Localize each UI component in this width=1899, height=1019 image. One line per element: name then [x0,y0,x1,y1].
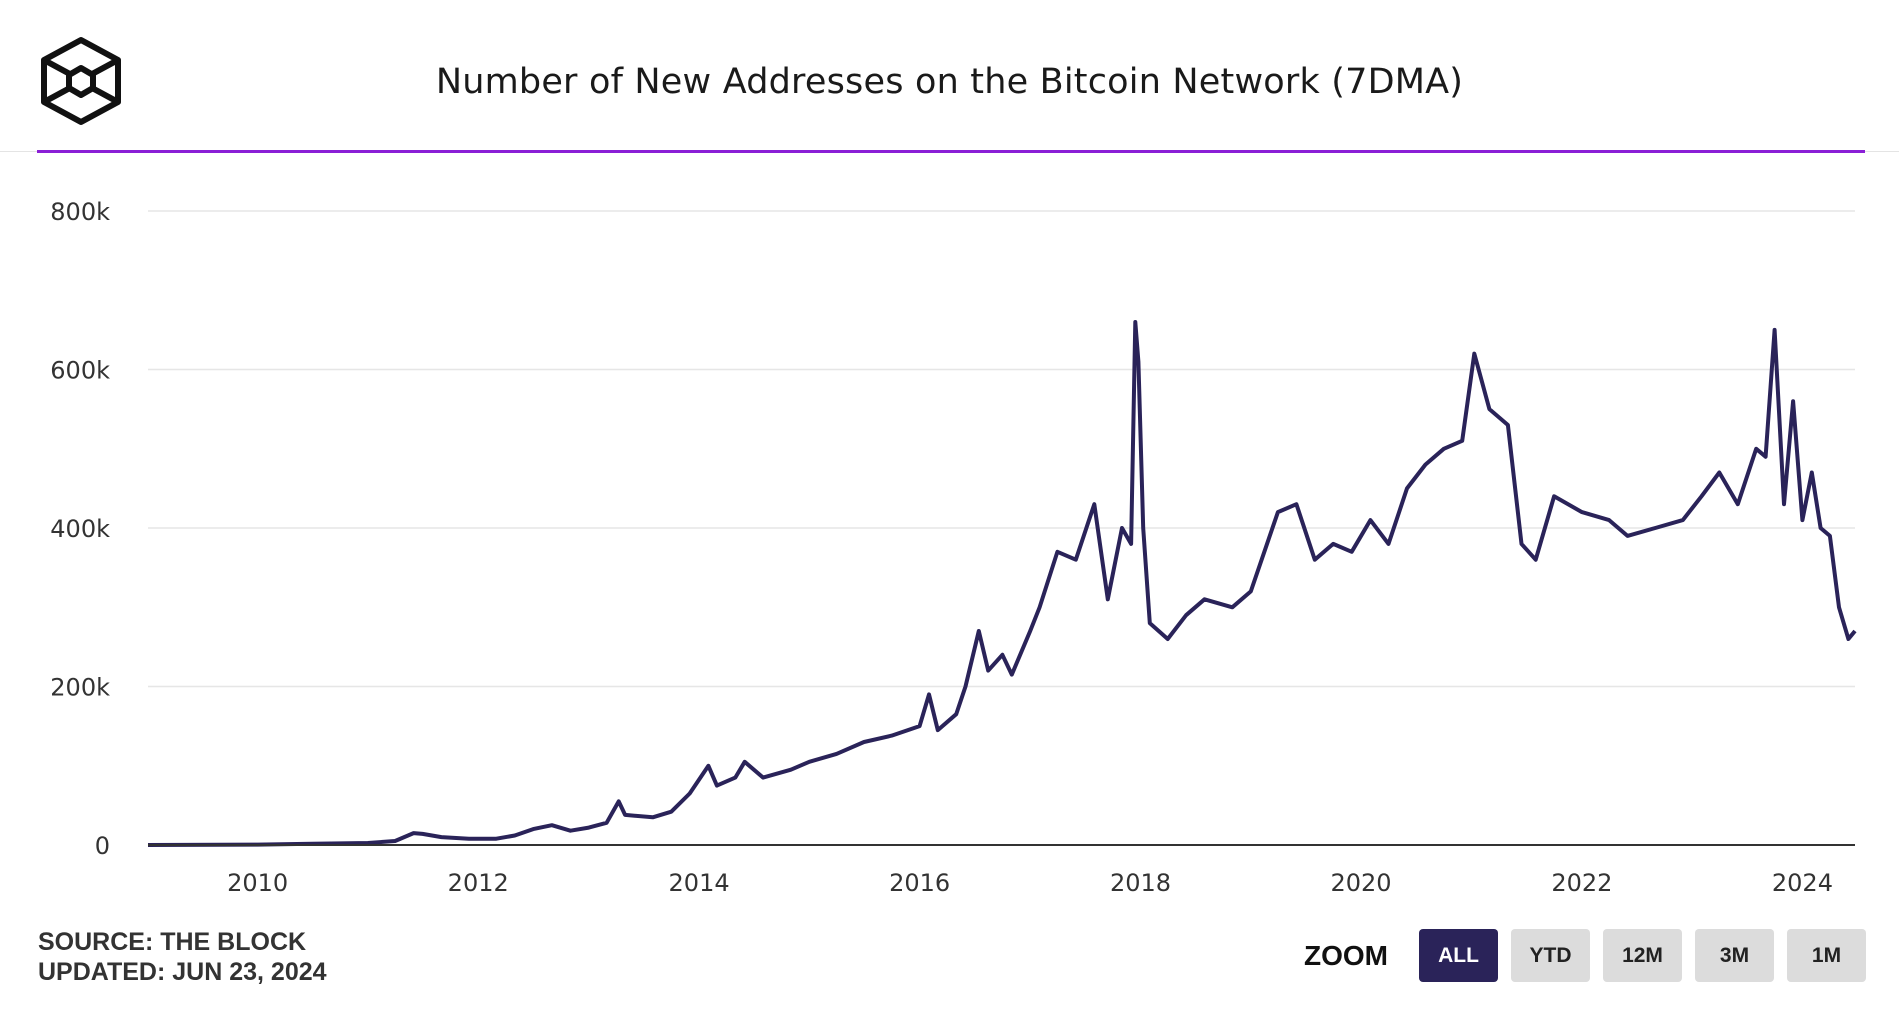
zoom-12m-button[interactable]: 12M [1603,929,1682,982]
zoom-all-button[interactable]: ALL [1419,929,1498,982]
x-axis-ticks: 2010 2012 2014 2016 2018 2020 2022 2024 [227,869,1833,897]
x-tick-label: 2014 [669,869,730,897]
y-tick-label: 200k [50,674,110,702]
y-tick-label: 400k [50,515,110,543]
zoom-ytd-button[interactable]: YTD [1511,929,1590,982]
x-tick-label: 2022 [1551,869,1612,897]
x-tick-label: 2016 [889,869,950,897]
zoom-1m-button[interactable]: 1M [1787,929,1866,982]
y-axis-ticks: 0 200k 400k 600k 800k [50,198,110,860]
the-block-logo-icon [38,36,124,126]
x-tick-label: 2010 [227,869,288,897]
source-text: SOURCE: THE BLOCK [38,928,307,956]
series-group [147,320,1857,847]
zoom-controls: ZOOM ALL YTD 12M 3M 1M [1304,929,1866,982]
y-tick-label: 0 [95,832,110,860]
x-tick-label: 2024 [1772,869,1833,897]
accent-divider [37,150,1865,153]
chart-title: Number of New Addresses on the Bitcoin N… [435,62,1464,102]
grid-lines [148,210,1855,688]
x-tick-label: 2020 [1330,869,1391,897]
y-tick-label: 600k [50,357,110,385]
y-tick-label: 800k [50,198,110,226]
zoom-3m-button[interactable]: 3M [1695,929,1774,982]
x-tick-label: 2012 [448,869,509,897]
x-tick-label: 2018 [1110,869,1171,897]
updated-text: UPDATED: JUN 23, 2024 [38,958,327,986]
zoom-label: ZOOM [1304,939,1388,971]
footer-info: SOURCE: THE BLOCK UPDATED: JUN 23, 2024 [38,927,327,987]
series-line [147,320,1857,847]
